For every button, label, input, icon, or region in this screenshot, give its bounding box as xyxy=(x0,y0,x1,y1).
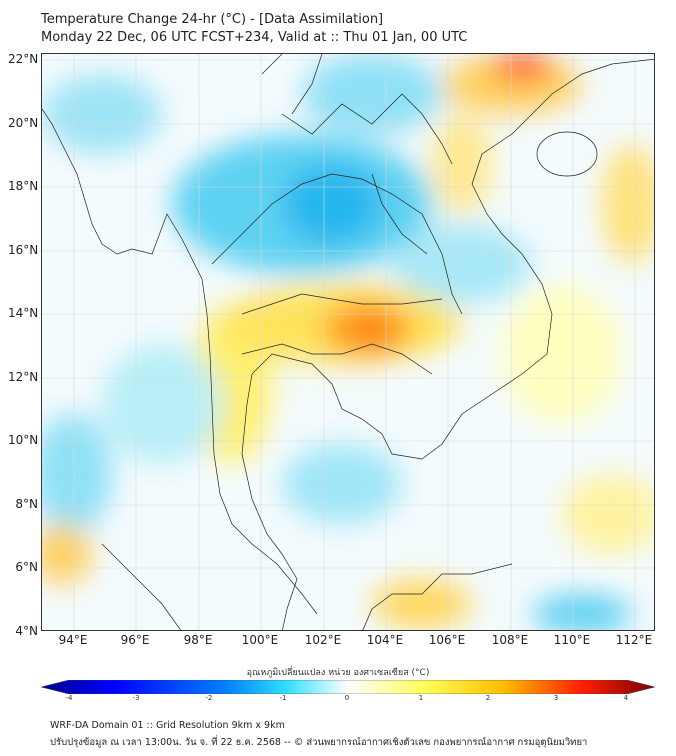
lon-label: 112°E xyxy=(615,633,653,647)
footer-model-info: WRF-DA Domain 01 :: Grid Resolution 9km … xyxy=(50,720,285,731)
lon-label: 104°E xyxy=(366,633,404,647)
lat-label: 10°N xyxy=(8,433,39,447)
lon-label: 96°E xyxy=(120,633,150,647)
lat-label: 6°N xyxy=(15,560,38,574)
lon-label: 94°E xyxy=(58,633,88,647)
lon-label: 100°E xyxy=(241,633,279,647)
colorbar-tick: -4 xyxy=(65,694,73,702)
temperature-change-map xyxy=(41,53,655,631)
colorbar-tick: 1 xyxy=(418,694,424,702)
lon-label: 108°E xyxy=(491,633,529,647)
graticule xyxy=(42,54,654,630)
colorbar-tick: 3 xyxy=(553,694,559,702)
lat-label: 16°N xyxy=(8,243,39,257)
lon-label: 98°E xyxy=(183,633,213,647)
figure-subtitle: Monday 22 Dec, 06 UTC FCST+234, Valid at… xyxy=(41,30,468,45)
lat-label: 8°N xyxy=(15,497,38,511)
lat-label: 20°N xyxy=(8,116,39,130)
temperature-field xyxy=(42,54,654,630)
colorbar xyxy=(41,680,655,694)
colorbar-tick: 2 xyxy=(485,694,491,702)
colorbar-tick: -2 xyxy=(205,694,213,702)
colorbar-tick: -1 xyxy=(279,694,287,702)
colorbar-tick: 4 xyxy=(623,694,629,702)
figure-title: Temperature Change 24-hr (°C) - [Data As… xyxy=(41,12,384,27)
lat-label: 14°N xyxy=(8,306,39,320)
colorbar-tick: 0 xyxy=(344,694,350,702)
lat-label: 12°N xyxy=(8,370,39,384)
lat-label: 18°N xyxy=(8,179,39,193)
lon-label: 106°E xyxy=(428,633,466,647)
coastlines-and-borders xyxy=(42,54,654,630)
lon-label: 102°E xyxy=(304,633,342,647)
footer-credit: ปรับปรุงข้อมูล ณ เวลา 13:00น. วัน จ. ที่… xyxy=(50,737,588,748)
colorbar-title: อุณหภูมิเปลี่ยนแปลง หน่วย องศาเซลเซียส (… xyxy=(246,668,430,678)
colorbar-tick: -3 xyxy=(132,694,140,702)
lat-label: 4°N xyxy=(15,624,38,638)
lat-label: 22°N xyxy=(8,52,39,66)
lon-label: 110°E xyxy=(553,633,591,647)
